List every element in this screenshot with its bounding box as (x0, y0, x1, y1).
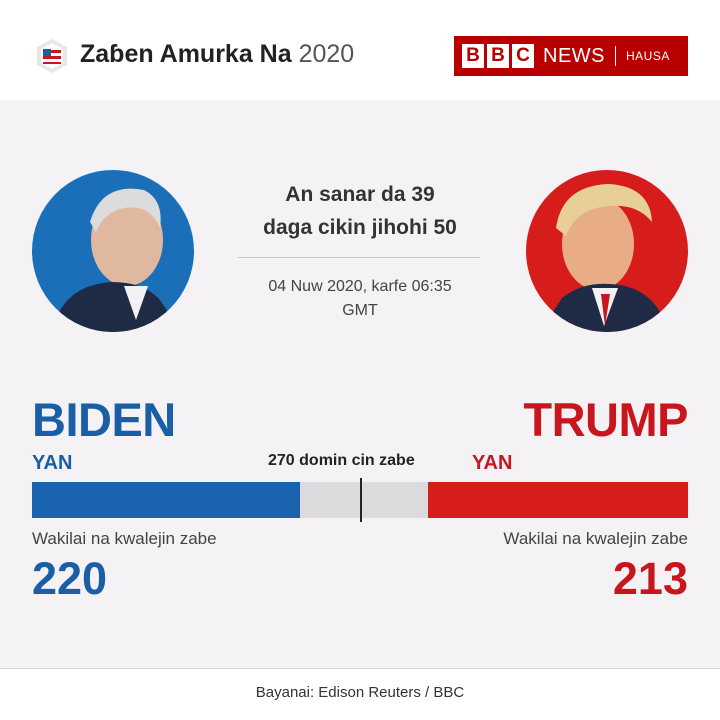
bbc-hausa-text: HAUSA (626, 49, 670, 63)
timestamp: 04 Nuw 2020, karfe 06:35 GMT (230, 275, 490, 323)
timestamp-line-1: 04 Nuw 2020, karfe 06:35 (268, 278, 452, 295)
states-called-headline: An sanar da 39 daga cikin jihohi 50 (220, 178, 500, 244)
biden-name: BIDEN (32, 393, 176, 446)
threshold-marker (360, 478, 363, 522)
trump-silhouette-icon (540, 184, 668, 332)
timestamp-line-2: GMT (342, 302, 378, 319)
electoral-vote-bar (32, 478, 688, 522)
headline-line-2: daga cikin jihohi 50 (263, 216, 457, 239)
footer-divider (0, 668, 720, 669)
trump-name: TRUMP (523, 393, 688, 446)
biden-votes-label: Wakilai na kwalejin zabe (32, 529, 217, 548)
us-flag-badge-icon (37, 39, 67, 73)
title-year: 2020 (298, 40, 355, 68)
brand-divider (615, 46, 616, 66)
trump-votes-label: Wakilai na kwalejin zabe (503, 529, 688, 548)
biden-status: YAN (32, 452, 73, 474)
source-footer: Bayanai: Edison Reuters / BBC (255, 684, 465, 701)
threshold-label: 270 domin cin zabe (268, 452, 415, 469)
bbc-news-text: NEWS (543, 44, 605, 67)
header-bar: Zaɓen Amurka Na 2020 B B C NEWS HAUSA (0, 0, 720, 100)
headline-divider (238, 257, 480, 258)
trump-votes: 213 (612, 553, 688, 604)
trump-bar-fill (428, 482, 688, 518)
bbc-letter-b1: B (462, 44, 484, 68)
bbc-news-hausa-logo: B B C NEWS HAUSA (454, 36, 688, 76)
biden-silhouette-icon (52, 188, 182, 332)
headline-line-1: An sanar da 39 (285, 183, 435, 206)
biden-portrait (32, 170, 194, 332)
title-text: Zaɓen Amurka Na (80, 40, 292, 68)
page-title: Zaɓen Amurka Na 2020 (80, 40, 354, 69)
bbc-letter-b2: B (487, 44, 509, 68)
trump-status: YAN (472, 452, 513, 474)
trump-portrait (526, 170, 688, 332)
bbc-letter-c: C (512, 44, 534, 68)
biden-bar-fill (32, 482, 301, 518)
biden-votes: 220 (32, 553, 108, 604)
